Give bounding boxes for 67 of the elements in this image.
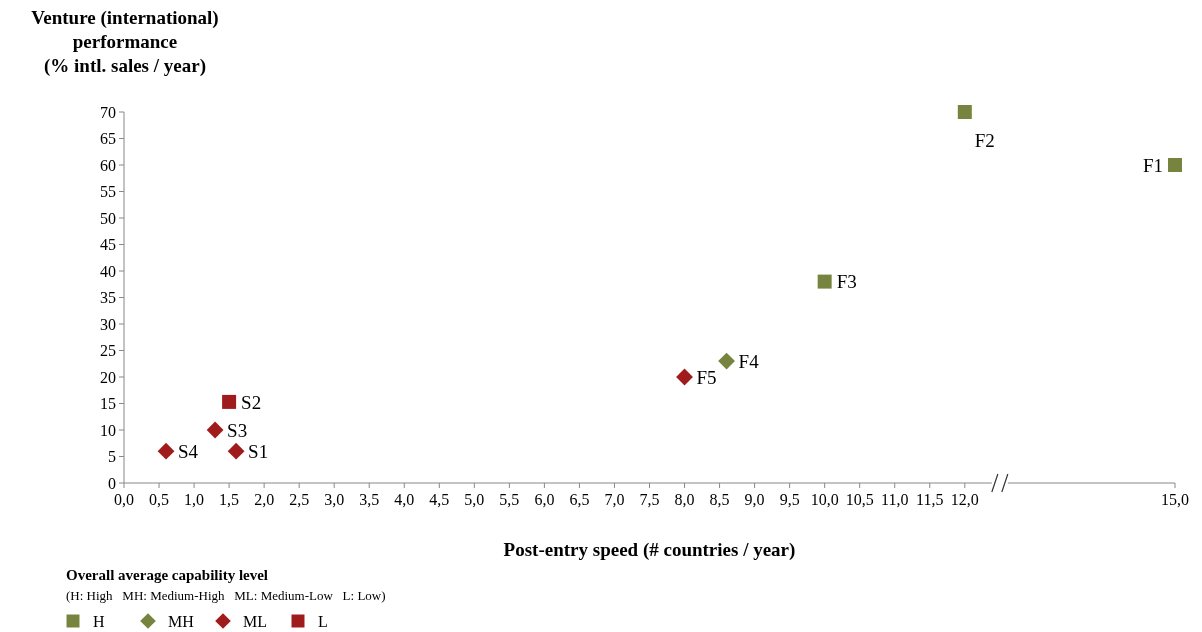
y-tick-label: 45 <box>100 236 116 254</box>
x-tick-label: 8,5 <box>709 491 730 508</box>
x-tick-label: 11,0 <box>881 491 909 508</box>
legend-label: MH <box>168 612 195 630</box>
y-tick-label: 40 <box>100 262 116 280</box>
x-tick-label: 1,5 <box>219 491 240 508</box>
x-tick-label: 3,5 <box>359 491 380 508</box>
x-tick-label: 4,0 <box>394 491 415 508</box>
annotation: S1 <box>248 440 269 462</box>
point <box>718 352 735 370</box>
y-tick-label: 60 <box>100 156 116 174</box>
x-tick-label: 5,5 <box>499 491 520 508</box>
x-tick-label: 11,5 <box>916 491 944 508</box>
legend-label: H <box>93 612 105 630</box>
point <box>957 105 972 119</box>
y-tick-label: 70 <box>100 103 116 121</box>
annotation: F1 <box>1142 154 1163 176</box>
x-tick-label: 2,0 <box>254 491 275 508</box>
y-tick-label: 55 <box>100 183 116 201</box>
x-tick-label: 8,0 <box>674 491 695 508</box>
point <box>817 274 832 289</box>
x-tick-label: 3,0 <box>324 491 345 508</box>
annotation: F3 <box>836 271 857 293</box>
x-tick-label: 10,5 <box>845 491 874 508</box>
annotation: F2 <box>974 129 995 151</box>
annotation: F5 <box>696 366 717 388</box>
x-tick-label: 15,0 <box>1161 491 1189 508</box>
x-tick-label: 4,5 <box>429 491 450 508</box>
point <box>676 368 693 386</box>
y-tick-label: 15 <box>100 395 116 413</box>
x-tick-label: 6,5 <box>569 491 590 508</box>
point <box>227 442 245 460</box>
x-tick-label: 0,0 <box>114 491 134 508</box>
annotation: F4 <box>738 350 760 372</box>
legend-label: L <box>318 612 328 630</box>
y-tick-label: 65 <box>100 130 116 148</box>
y-tick-label: 30 <box>100 315 116 333</box>
text: (H: High MH: Medium-High ML: Medium-Low L: Low) <box>66 588 386 603</box>
y-tick-label: 35 <box>100 289 116 307</box>
y-tick-label: 5 <box>108 448 116 466</box>
x-tick-label: 9,0 <box>744 491 765 508</box>
point <box>222 394 237 409</box>
x-tick-label: 7,0 <box>604 491 625 508</box>
y-tick-label: 20 <box>100 368 116 386</box>
x-axis-title: Post-entry speed (# countries / year) <box>503 539 796 561</box>
point <box>206 421 224 439</box>
x-tick-label: 10,0 <box>810 491 839 508</box>
legend-label: ML <box>243 612 267 630</box>
x-tick-label: 1,0 <box>184 491 205 508</box>
annotation: S3 <box>227 419 248 441</box>
x-tick-label: 0,5 <box>149 491 170 508</box>
x-tick-label: 5,0 <box>464 491 485 508</box>
point <box>1168 158 1182 172</box>
y-tick-label: 10 <box>100 421 116 439</box>
annotation: S4 <box>178 440 199 462</box>
y-tick-label: 25 <box>100 342 116 360</box>
x-tick-label: 6,0 <box>534 491 555 508</box>
x-tick-label: 2,5 <box>289 491 310 508</box>
x-tick-label: 12,0 <box>950 491 979 508</box>
annotation: S2 <box>241 391 262 413</box>
x-tick-label: 9,5 <box>779 491 800 508</box>
y-axis-title: Venture (international) performance (% intl. sales / year) <box>31 7 219 77</box>
y-tick-label: 50 <box>100 209 116 227</box>
x-tick-label: 7,5 <box>639 491 660 508</box>
y-tick-label: 0 <box>108 474 116 492</box>
legend-title: Overall average capability level <box>66 567 269 583</box>
point <box>157 442 175 460</box>
